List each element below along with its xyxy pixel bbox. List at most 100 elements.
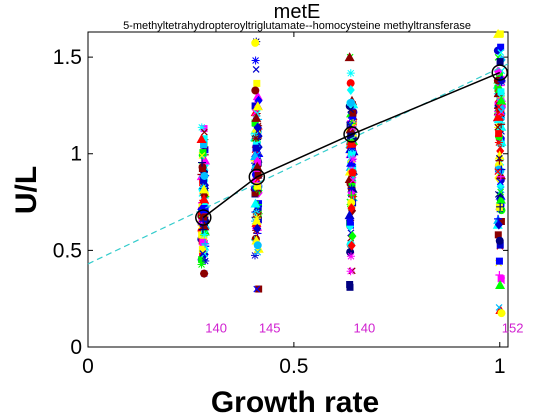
data-point <box>200 171 209 180</box>
data-point <box>254 182 262 190</box>
data-point <box>494 214 503 223</box>
data-point <box>201 239 210 248</box>
data-point <box>493 111 504 121</box>
data-point <box>200 269 209 278</box>
data-point <box>497 165 506 174</box>
data-point <box>253 122 262 133</box>
count-label: 152 <box>502 321 524 336</box>
count-label: 140 <box>354 321 376 336</box>
data-point <box>495 103 503 111</box>
count-label: 140 <box>205 321 227 336</box>
data-point <box>347 106 355 113</box>
data-point <box>348 168 357 177</box>
data-point <box>254 95 263 106</box>
data-point <box>200 141 208 149</box>
data-point <box>348 179 356 187</box>
data-point <box>497 188 505 196</box>
data-point <box>347 140 355 148</box>
plot-frame <box>87 31 509 348</box>
data-point <box>495 271 504 280</box>
data-point <box>495 236 504 245</box>
data-point <box>495 156 504 165</box>
data-point <box>198 194 209 204</box>
mean-marker <box>195 209 212 226</box>
data-point <box>496 30 504 38</box>
data-point <box>344 210 355 220</box>
data-point <box>345 124 356 134</box>
lines <box>87 63 509 265</box>
data-point <box>497 49 505 56</box>
x-axis-label: Growth rate <box>211 386 379 419</box>
count-labels: 140 145 140 152 <box>205 321 523 336</box>
data-point <box>198 152 206 159</box>
fit-line <box>87 63 509 265</box>
y-tick-label: 0 <box>70 336 82 359</box>
data-point <box>496 241 504 249</box>
y-tick-label: 1 <box>70 143 82 166</box>
data-point <box>347 240 356 251</box>
data-point <box>198 165 206 173</box>
mean-markers <box>195 64 509 226</box>
data-point <box>199 217 208 226</box>
count-label: 145 <box>259 321 281 336</box>
data-point <box>200 125 208 133</box>
data-points <box>196 28 507 318</box>
data-point <box>200 176 208 184</box>
data-point <box>251 112 262 122</box>
data-point <box>250 198 261 208</box>
data-point <box>494 138 503 147</box>
data-point <box>253 223 262 234</box>
y-ticks: 0 0.5 1 1.5 <box>53 46 508 359</box>
data-point <box>495 194 506 204</box>
data-point <box>253 79 261 87</box>
data-point <box>347 203 356 214</box>
data-point <box>251 134 260 143</box>
data-point <box>199 250 207 257</box>
data-point <box>253 241 262 250</box>
data-point <box>497 88 505 96</box>
data-point <box>494 123 502 131</box>
data-point <box>347 98 356 107</box>
data-point <box>255 285 263 293</box>
data-point <box>252 144 260 152</box>
x-tick-label: 0.5 <box>279 355 308 378</box>
data-point <box>496 113 504 121</box>
data-point <box>347 198 356 207</box>
data-point <box>251 109 259 117</box>
mean-marker <box>491 64 509 81</box>
data-point <box>200 234 208 242</box>
data-point <box>497 309 506 318</box>
data-point <box>198 225 207 234</box>
data-point <box>253 285 261 293</box>
data-point <box>494 231 502 239</box>
y-tick-label: 1.5 <box>53 46 82 69</box>
data-point <box>253 214 262 223</box>
data-point <box>347 184 356 193</box>
data-point <box>251 38 260 47</box>
x-tick-label: 0 <box>82 355 94 378</box>
data-point <box>346 79 355 88</box>
data-point <box>254 248 262 256</box>
axes-frame <box>87 31 509 348</box>
chart-title: metE <box>274 1 321 23</box>
mean-line <box>202 71 501 219</box>
data-point <box>495 130 503 138</box>
data-point <box>198 158 207 167</box>
y-tick-label: 0.5 <box>53 239 82 262</box>
data-point <box>497 275 505 283</box>
data-point <box>349 155 358 164</box>
data-point <box>196 133 207 143</box>
data-point <box>346 157 357 167</box>
y-axis-label: U/L <box>10 166 43 214</box>
data-point <box>346 69 355 78</box>
data-point <box>251 189 259 197</box>
data-point <box>200 128 208 136</box>
data-point <box>494 168 502 175</box>
data-point <box>347 132 355 140</box>
data-point <box>200 230 209 239</box>
data-point <box>497 217 505 225</box>
x-tick-label: 1 <box>494 355 506 378</box>
data-point <box>199 149 207 157</box>
data-point <box>252 65 260 73</box>
